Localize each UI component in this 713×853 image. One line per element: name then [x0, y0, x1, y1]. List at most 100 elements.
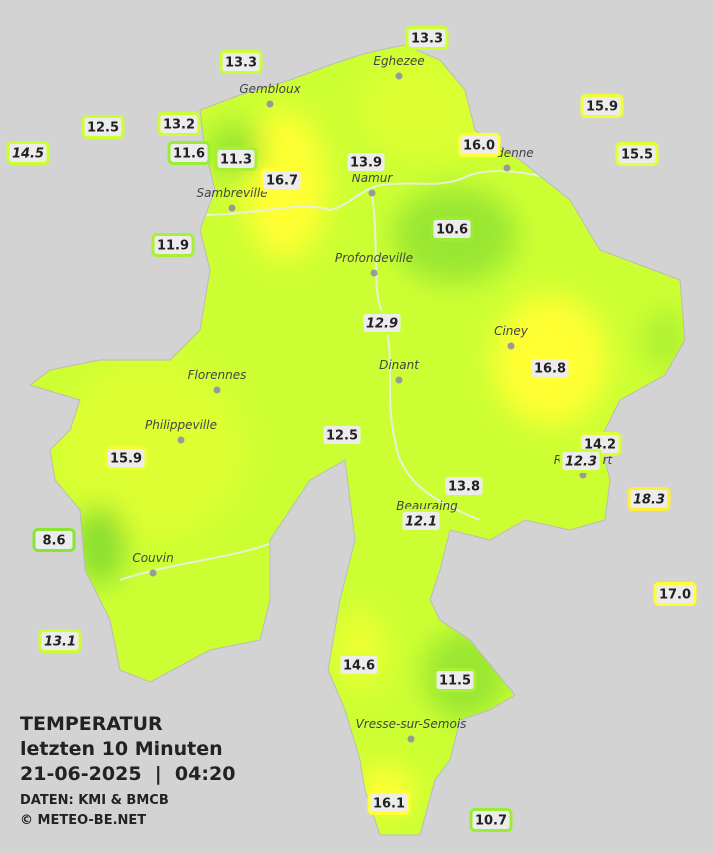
cool-zone — [645, 310, 685, 370]
cities: EghezeeGemblouxAndenneNamurSambrevillePr… — [132, 54, 614, 743]
station-box — [653, 582, 697, 606]
cool-zone — [75, 505, 125, 585]
city-dot — [503, 164, 511, 172]
city-name: Eghezee — [373, 54, 424, 68]
city-dot — [507, 342, 515, 350]
station-temperature: 13.2 — [163, 118, 195, 133]
station-temperature: 14.6 — [343, 659, 375, 674]
station-temperature: 12.3 — [565, 455, 597, 470]
station-temperature: 13.8 — [448, 480, 480, 495]
city-name: Vresse-sur-Semois — [356, 717, 467, 731]
station-box — [559, 449, 603, 473]
city-dot — [177, 436, 185, 444]
station-box — [433, 668, 477, 692]
warm-zone — [335, 610, 385, 690]
station-box — [337, 653, 381, 677]
river — [199, 170, 601, 216]
city-dot — [407, 735, 415, 743]
city-name: Florennes — [188, 368, 247, 382]
station-box — [38, 629, 82, 653]
station-temperature: 15.9 — [586, 100, 618, 115]
station-box — [320, 423, 364, 447]
station-temperature: 11.3 — [220, 153, 252, 168]
legend: TEMPERATUR letzten 10 Minuten 21-06-2025… — [20, 713, 235, 828]
river — [119, 539, 281, 581]
legend-datetime: 21-06-2025 | 04:20 — [20, 763, 235, 785]
station-temperature: 13.9 — [350, 156, 382, 171]
city-dot — [228, 204, 236, 212]
city-dot — [370, 269, 378, 277]
station-box — [580, 94, 624, 118]
station-box — [344, 150, 388, 174]
station-temperature: 11.9 — [157, 239, 189, 254]
station-box — [457, 133, 501, 157]
station-temperature: 13.1 — [44, 635, 76, 650]
station-temperature: 14.5 — [12, 147, 44, 162]
station-temperature: 16.8 — [534, 362, 566, 377]
station-temperature: 18.3 — [633, 493, 665, 508]
station-box — [81, 115, 125, 139]
city-dot — [213, 386, 221, 394]
city-name: Sambreville — [196, 186, 267, 200]
legend-source: DATEN: KMI & BMCB — [20, 793, 169, 808]
station-box — [104, 446, 148, 470]
station-box — [214, 147, 258, 171]
station-box — [430, 217, 474, 241]
station-temperature: 11.6 — [173, 147, 205, 162]
station-box — [167, 141, 211, 165]
city-name: Philippeville — [145, 418, 217, 432]
city-name: Gembloux — [239, 82, 301, 96]
station-box — [360, 311, 404, 335]
station-temperature: 16.1 — [373, 797, 405, 812]
station-temperature: 14.2 — [584, 438, 616, 453]
station-box — [6, 141, 50, 165]
station-box — [442, 474, 486, 498]
station-temperature: 8.6 — [42, 534, 65, 549]
city-name: Couvin — [132, 551, 173, 565]
city-name: Profondeville — [335, 251, 413, 265]
station-temperature: 12.1 — [405, 515, 437, 530]
station-temperature: 12.5 — [326, 429, 358, 444]
station-box — [367, 791, 411, 815]
city-dot — [266, 100, 274, 108]
legend-copyright: © METEO-BE.NET — [20, 813, 146, 828]
river — [371, 194, 481, 521]
city-dot — [579, 471, 587, 479]
stations: 13.3 13.3 12.5 13.2 14.5 11.6 11.3 16.7 13.9 16.0… — [6, 26, 697, 832]
station-temperature: 10.6 — [436, 223, 468, 238]
station-box — [469, 808, 513, 832]
station-temperature: 16.7 — [266, 174, 298, 189]
station-temperature: 13.3 — [225, 56, 257, 71]
station-box — [151, 233, 195, 257]
station-box — [260, 168, 304, 192]
legend-subtitle: letzten 10 Minuten — [20, 738, 223, 760]
station-temperature: 13.3 — [411, 32, 443, 47]
station-temperature: 12.9 — [366, 317, 398, 332]
station-box — [615, 142, 659, 166]
warm-zone — [55, 360, 245, 540]
station-box — [399, 509, 443, 533]
city-dot — [395, 376, 403, 384]
station-box — [627, 487, 671, 511]
station-box — [32, 528, 76, 552]
city-dot — [149, 569, 157, 577]
station-box — [405, 26, 449, 50]
station-box — [157, 112, 201, 136]
station-temperature: 15.5 — [621, 148, 653, 163]
station-temperature: 16.0 — [463, 139, 495, 154]
city-name: Ciney — [494, 324, 529, 338]
city-dot — [395, 72, 403, 80]
station-temperature: 11.5 — [439, 674, 471, 689]
city-dot — [368, 189, 376, 197]
station-box — [528, 356, 572, 380]
station-temperature: 10.7 — [475, 814, 507, 829]
city-name: Namur — [352, 171, 394, 185]
station-temperature: 17.0 — [659, 588, 691, 603]
station-temperature: 12.5 — [87, 121, 119, 136]
legend-title: TEMPERATUR — [20, 713, 163, 735]
station-temperature: 15.9 — [110, 452, 142, 467]
warm-zone — [360, 60, 480, 160]
station-box — [219, 50, 263, 74]
